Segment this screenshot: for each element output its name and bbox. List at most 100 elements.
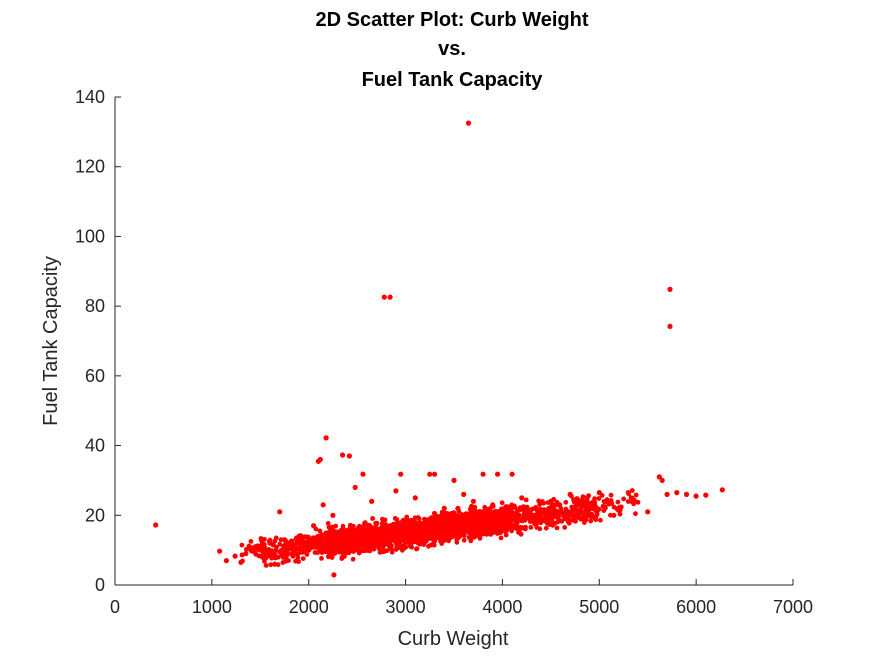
scatter-point xyxy=(217,548,223,554)
scatter-point xyxy=(583,517,589,523)
y-tick-label: 120 xyxy=(75,157,105,177)
scatter-point xyxy=(370,541,376,546)
scatter-point xyxy=(523,497,529,503)
scatter-point xyxy=(329,527,334,533)
scatter-point xyxy=(423,520,429,526)
scatter-point xyxy=(239,542,245,548)
scatter-point xyxy=(392,532,398,537)
scatter-point xyxy=(497,530,503,535)
scatter-point xyxy=(432,523,437,529)
scatter-point xyxy=(683,491,690,497)
scatter-point xyxy=(467,517,473,523)
scatter-point xyxy=(315,550,320,555)
scatter-point xyxy=(480,471,486,477)
scatter-point xyxy=(617,505,623,511)
scatter-point xyxy=(372,525,378,531)
scatter-point xyxy=(562,525,568,530)
scatter-point xyxy=(635,499,641,505)
scatter-point xyxy=(273,555,278,561)
y-tick-label: 0 xyxy=(95,575,105,595)
scatter-point xyxy=(339,554,345,560)
scatter-point xyxy=(501,507,507,512)
scatter-point xyxy=(311,523,317,529)
scatter-point xyxy=(373,520,378,526)
scatter-point xyxy=(417,533,423,539)
scatter-point xyxy=(504,528,509,533)
title-line-1: 2D Scatter Plot: Curb Weight xyxy=(316,9,589,31)
scatter-point xyxy=(621,496,627,502)
scatter-point xyxy=(342,544,348,549)
scatter-point xyxy=(406,523,411,529)
scatter-point xyxy=(617,511,623,517)
scatter-point xyxy=(582,502,588,508)
scatter-point xyxy=(389,549,395,555)
scatter-point xyxy=(436,514,442,519)
scatter-point xyxy=(267,540,273,546)
scatter-point xyxy=(484,513,490,519)
scatter-point xyxy=(244,546,249,552)
scatter-point xyxy=(499,500,505,506)
scatter-point xyxy=(625,490,631,496)
scatter-point xyxy=(543,525,549,531)
scatter-point xyxy=(534,507,540,513)
scatter-point xyxy=(447,513,453,519)
scatter-point xyxy=(473,508,478,514)
scatter-point xyxy=(568,511,574,516)
scatter-point xyxy=(325,521,331,526)
scatter-point xyxy=(674,490,680,496)
scatter-point xyxy=(465,120,472,126)
scatter-point xyxy=(522,504,527,510)
scatter-point xyxy=(469,503,474,509)
scatter-point xyxy=(570,517,576,523)
scatter-point xyxy=(615,499,621,505)
scatter-point xyxy=(451,531,457,537)
scatter-point xyxy=(432,471,438,477)
y-tick-label: 80 xyxy=(85,296,105,316)
scatter-point xyxy=(360,471,366,477)
scatter-point xyxy=(355,548,361,553)
scatter-point xyxy=(338,545,343,551)
scatter-point xyxy=(541,500,547,506)
scatter-point xyxy=(272,551,277,557)
scatter-point xyxy=(427,526,433,531)
scatter-point xyxy=(321,543,327,549)
scatter-point xyxy=(317,456,323,463)
scatter-point xyxy=(387,294,393,300)
scatter-point xyxy=(488,522,494,527)
scatter-point xyxy=(586,500,592,506)
scatter-point xyxy=(380,516,385,522)
scatter-point xyxy=(350,556,356,562)
scatter-point xyxy=(571,497,576,503)
scatter-point xyxy=(387,530,393,536)
scatter-point xyxy=(563,499,569,505)
scatter-point xyxy=(423,535,428,541)
scatter-point xyxy=(589,506,595,511)
scatter-point xyxy=(409,534,415,539)
scatter-point xyxy=(376,528,381,533)
scatter-point xyxy=(645,509,651,515)
scatter-point xyxy=(557,502,563,508)
scatter-point xyxy=(596,490,602,496)
scatter-point xyxy=(589,512,595,517)
scatter-point xyxy=(667,286,673,292)
scatter-point xyxy=(550,521,555,527)
scatter-point xyxy=(450,521,455,527)
scatter-point xyxy=(262,536,267,542)
scatter-point xyxy=(331,538,336,543)
scatter-point xyxy=(441,514,446,520)
scatter-point xyxy=(346,527,351,533)
scatter-point xyxy=(608,492,614,498)
scatter-point xyxy=(444,519,449,525)
scatter-point xyxy=(611,512,617,518)
scatter-point xyxy=(331,572,337,578)
scatter-point xyxy=(609,501,615,506)
title-line-3: Fuel Tank Capacity xyxy=(362,69,544,91)
scatter-point xyxy=(586,493,591,498)
scatter-point xyxy=(281,537,288,543)
x-tick-label: 1000 xyxy=(192,597,232,617)
scatter-point xyxy=(383,538,389,543)
scatter-point xyxy=(461,537,467,543)
scatter-point xyxy=(290,544,296,550)
scatter-point xyxy=(368,524,373,530)
scatter-point xyxy=(487,510,493,516)
